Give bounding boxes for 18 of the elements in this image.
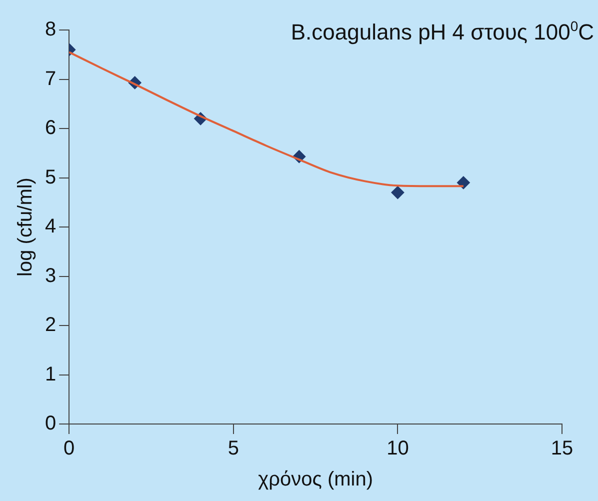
x-tick-label: 15 xyxy=(550,438,574,460)
y-tick-label: 0 xyxy=(45,412,56,435)
y-tick-label: 7 xyxy=(45,68,56,90)
point xyxy=(391,186,404,200)
x-tick-label: 0 xyxy=(64,438,75,460)
x-tick-label: 10 xyxy=(386,438,409,460)
y-tick-label: 1 xyxy=(45,363,56,386)
y-tick-label: 8 xyxy=(45,18,56,41)
chart-title: B.coagulans pH 4 στους 100$^{0}$C xyxy=(290,18,594,46)
y-axis-title: log (cfu/ml) xyxy=(14,178,37,276)
y-tick-label: 5 xyxy=(45,166,56,188)
x-tick-label: 5 xyxy=(228,438,239,460)
point xyxy=(456,176,470,190)
y-tick-label: 2 xyxy=(45,314,56,336)
y-tick-label: 3 xyxy=(45,264,56,287)
y-tick-label: 6 xyxy=(45,117,56,140)
y-tick-label: 4 xyxy=(45,216,56,238)
x-axis-title: χρόνος (min) xyxy=(258,468,373,491)
